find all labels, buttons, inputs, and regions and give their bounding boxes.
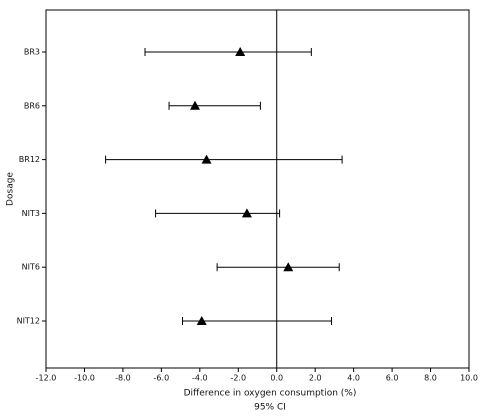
x-tick-label: -10.0 (74, 374, 95, 383)
x-tick-label: 8.0 (424, 374, 437, 383)
x-tick-label: 6.0 (386, 374, 399, 383)
point-marker (283, 262, 294, 272)
x-tick-label: -2.0 (230, 374, 246, 383)
plot-frame (45, 9, 470, 369)
x-tick-label: -6.0 (154, 374, 170, 383)
y-tick-label: NIT6 (22, 263, 40, 272)
x-axis-label: Difference in oxygen consumption (%) (184, 389, 357, 399)
point-marker (196, 316, 207, 325)
point-marker (241, 208, 252, 218)
y-tick-label: BR12 (19, 155, 40, 164)
y-tick-label: NIT3 (22, 209, 40, 218)
y-tick-label: BR6 (24, 101, 40, 110)
x-axis-sublabel: 95% CI (254, 403, 286, 413)
point-marker (235, 47, 246, 56)
x-tick-label: 2.0 (309, 374, 322, 383)
y-axis-label: Dosage (6, 172, 16, 206)
y-tick-label: NIT12 (17, 317, 40, 326)
x-tick-label: 10.0 (460, 374, 478, 383)
point-marker (190, 100, 201, 110)
x-tick-label: -8.0 (115, 374, 131, 383)
x-tick-label: 0.0 (270, 374, 283, 383)
y-tick-label: BR3 (24, 48, 40, 57)
point-marker (201, 154, 212, 164)
x-tick-label: -4.0 (192, 374, 208, 383)
x-tick-label: 4.0 (347, 374, 360, 383)
x-tick-label: -12.0 (36, 374, 57, 383)
